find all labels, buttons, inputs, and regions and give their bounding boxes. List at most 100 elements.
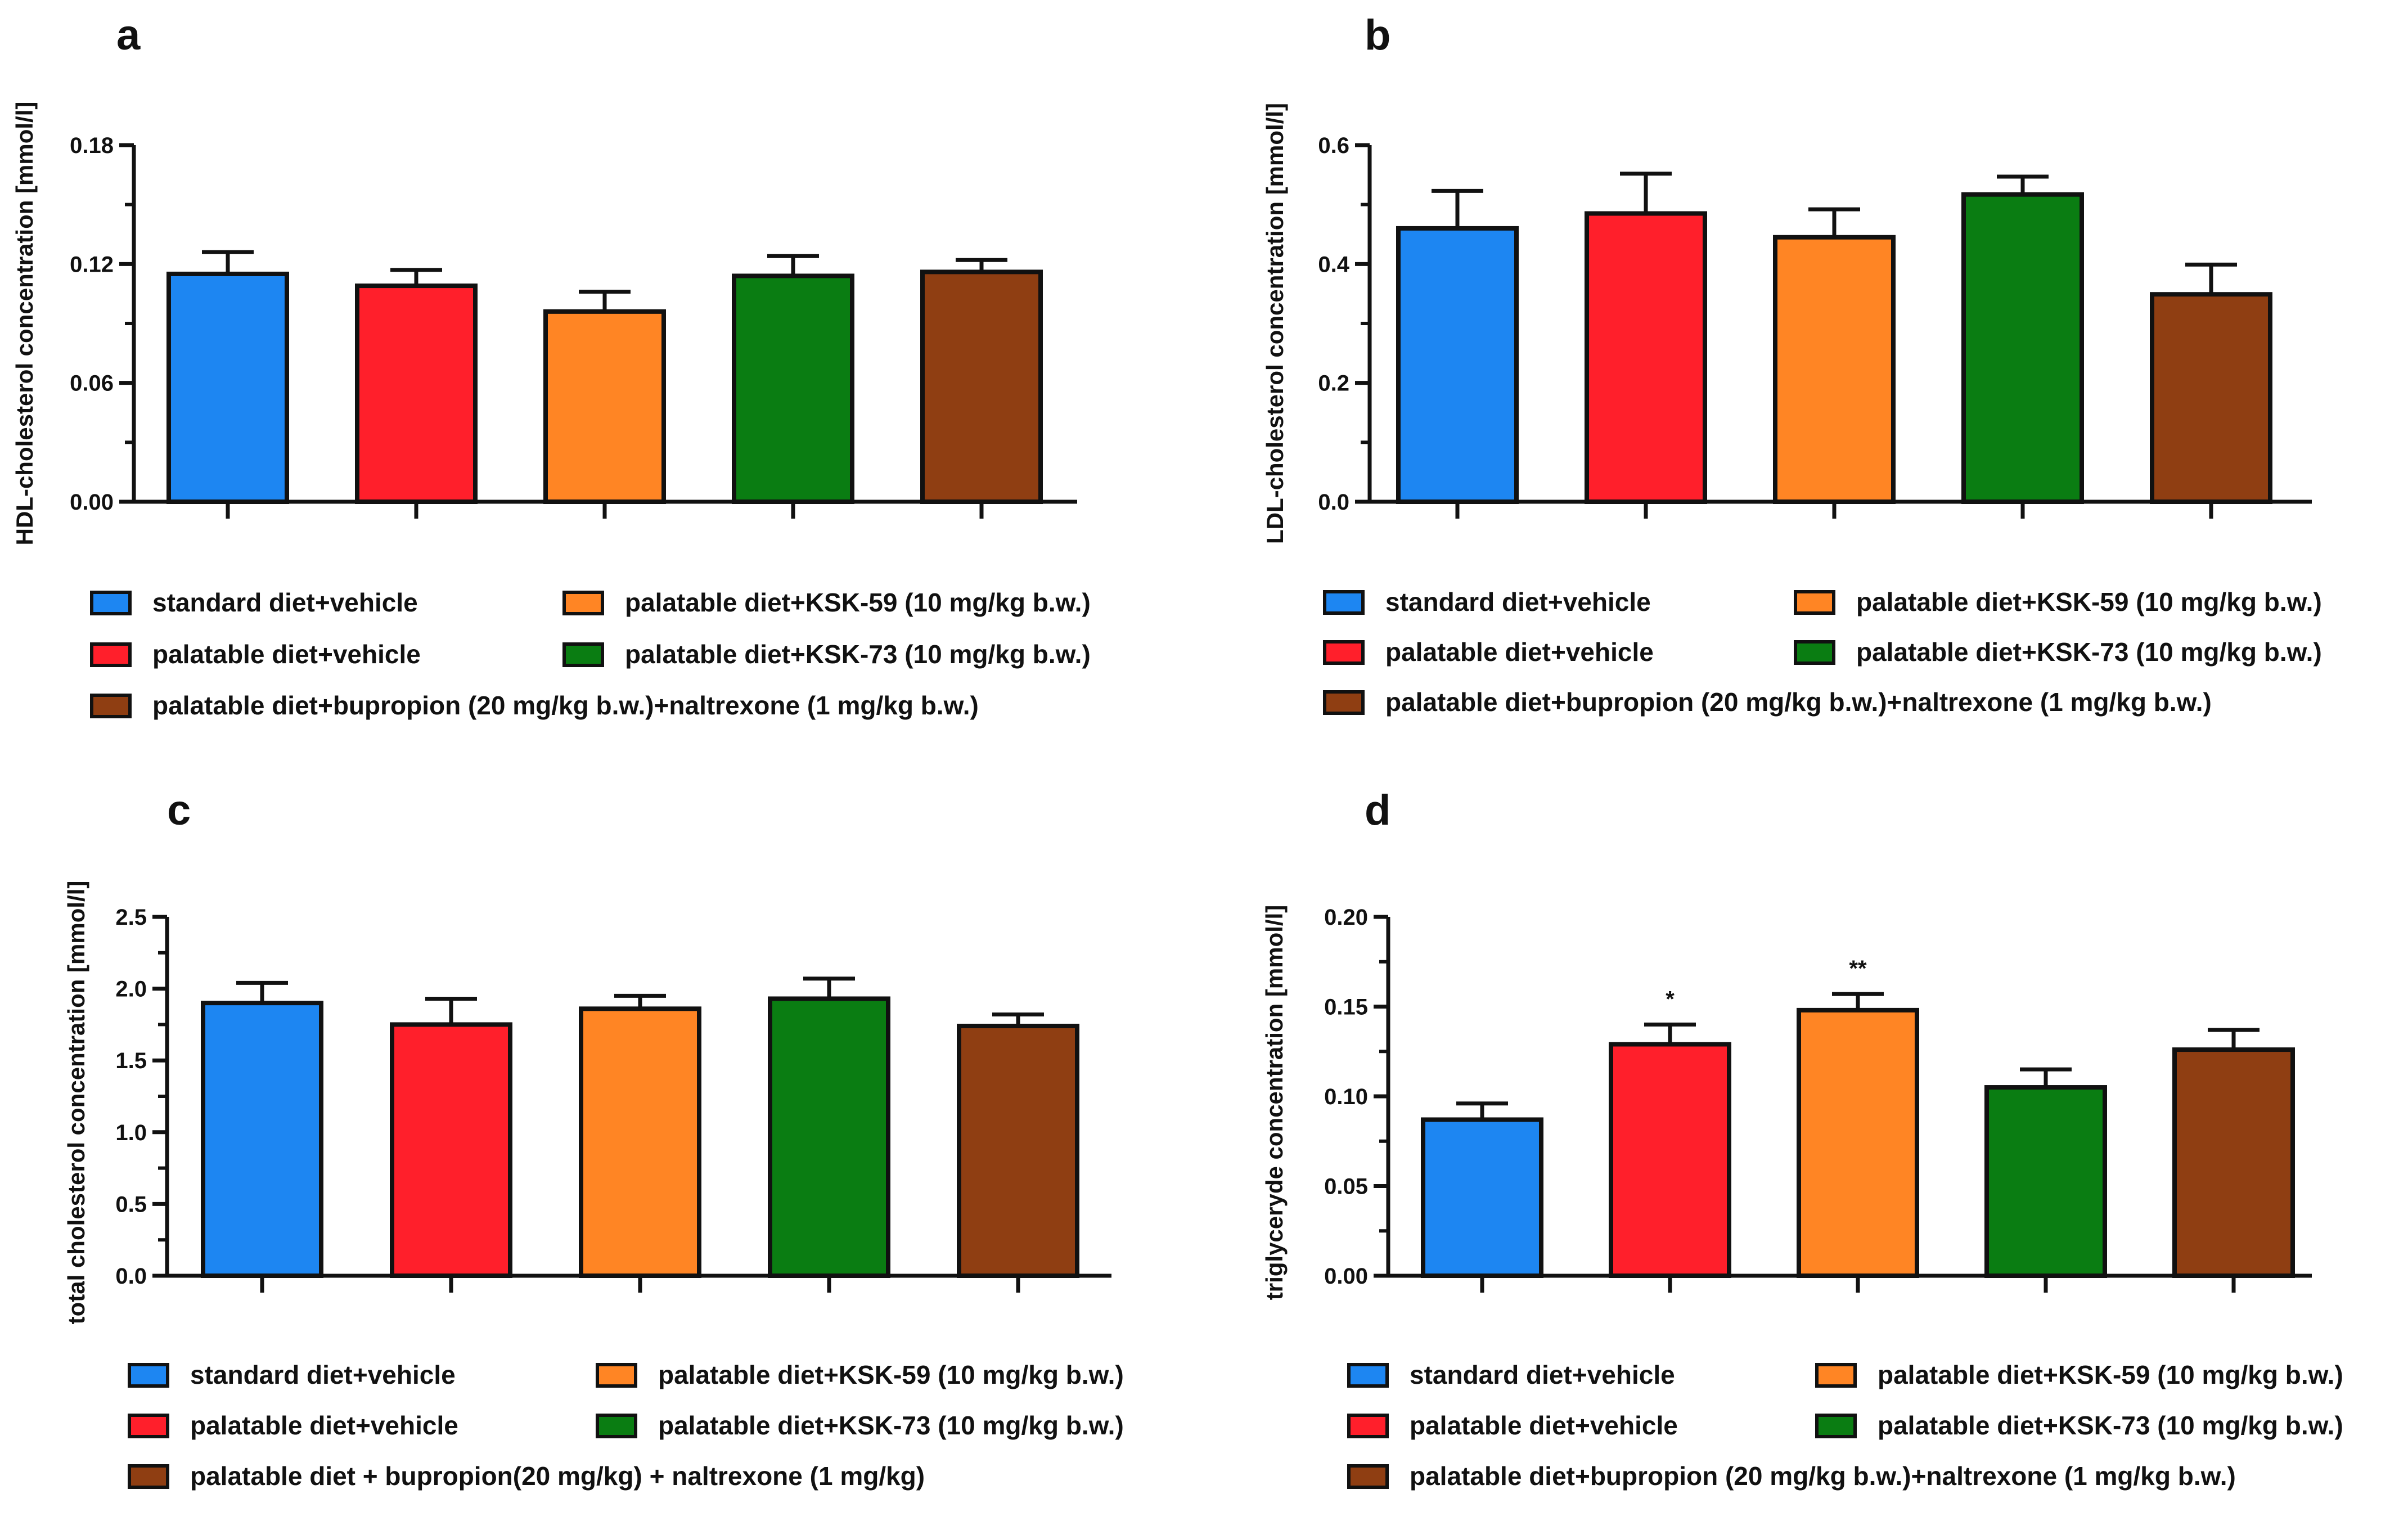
panel-d-ytick-label-0: 0.00: [1324, 1264, 1368, 1289]
panel-a-legend-item-1: standard diet+vehicle: [90, 588, 418, 617]
panel-d-bar-1: [1421, 1117, 1543, 1278]
panel-b-ytick-label-2: 0.4: [1318, 252, 1349, 277]
panel-c: c 0.0 0.5 1.0 1.5 2.0 2.5 total cholesterol co…: [63, 786, 1124, 1491]
panel-d-legend-swatch-1: [1347, 1363, 1389, 1388]
panel-d-bar-5: [2172, 1047, 2295, 1279]
panel-b-plot: 0.0 0.2 0.4 0.6 LDL-cholesterol concentratio…: [1262, 103, 2312, 544]
panel-d-bar-3: [1797, 1007, 1919, 1278]
panel-c-bar-4: [768, 996, 890, 1278]
panel-b-legend-label-1: standard diet+vehicle: [1385, 587, 1651, 616]
panel-a-ytick-label-1: 0.06: [70, 371, 114, 396]
panel-b-legend-swatch-2: [1323, 640, 1365, 665]
panel-d-significance-2: *: [1666, 987, 1675, 1011]
panel-c-legend-label-5: palatable diet + bupropion(20 mg/kg) + n…: [190, 1461, 925, 1491]
panel-c-ytick-label-5: 2.5: [115, 905, 147, 930]
panel-b-legend: standard diet+vehicle palatable diet+vehi…: [1323, 587, 2322, 717]
panel-c-legend-item-3: palatable diet+KSK-59 (10 mg/kg b.w.): [596, 1360, 1124, 1389]
panel-c-legend-label-3: palatable diet+KSK-59 (10 mg/kg b.w.): [658, 1360, 1124, 1389]
panel-d-letter: d: [1365, 786, 1390, 834]
panel-d-ytick-label-1: 0.05: [1324, 1174, 1368, 1199]
panel-c-legend-swatch-2: [128, 1414, 169, 1438]
panel-d-ytick-label-3: 0.15: [1324, 995, 1368, 1020]
panel-a-legend-swatch-5: [90, 694, 132, 718]
panel-c-y-axis-title: total cholesterol concentration [mmol/l]: [63, 881, 89, 1325]
panel-b-bar-5: [2150, 292, 2272, 504]
panel-b-bar-4: [1961, 192, 2084, 505]
panel-c-legend: standard diet+vehicle palatable diet+vehi…: [128, 1360, 1124, 1491]
panel-b-legend-item-5: palatable diet+bupropion (20 mg/kg b.w.)…: [1323, 687, 2212, 717]
panel-d-significance-3: **: [1849, 956, 1867, 981]
panel-c-legend-item-1: standard diet+vehicle: [128, 1360, 456, 1389]
panel-a-legend-label-1: standard diet+vehicle: [152, 588, 418, 617]
panel-b-ytick-label-1: 0.2: [1318, 371, 1349, 396]
panel-d-legend-label-1: standard diet+vehicle: [1410, 1360, 1675, 1389]
panel-c-bar-1: [201, 1001, 323, 1278]
panel-d-legend-label-3: palatable diet+KSK-59 (10 mg/kg b.w.): [1878, 1360, 2343, 1389]
panel-d-legend-label-5: palatable diet+bupropion (20 mg/kg b.w.)…: [1410, 1461, 2236, 1491]
panel-a-legend-item-5: palatable diet+bupropion (20 mg/kg b.w.)…: [90, 691, 979, 720]
panel-b-letter: b: [1365, 11, 1390, 59]
panel-a-legend-swatch-1: [90, 591, 132, 615]
panel-b: b 0.0 0.2 0.4 0.6 LDL-cholesterol concentrat…: [1262, 11, 2322, 717]
panel-b-legend-label-3: palatable diet+KSK-59 (10 mg/kg b.w.): [1856, 587, 2322, 616]
panel-d-legend-swatch-2: [1347, 1414, 1389, 1438]
panel-d-bar-4: [1984, 1085, 2107, 1279]
panel-b-legend-swatch-5: [1323, 690, 1365, 715]
panel-a: a 0.00 0.06 0.12 0.18 HDL-cholesterol concen…: [11, 11, 1091, 720]
panel-a-ytick-label-2: 0.12: [70, 252, 114, 277]
panel-d-legend-swatch-3: [1815, 1363, 1857, 1388]
panel-a-y-axis-title: HDL-cholesterol concentration [mmol/l]: [11, 102, 38, 546]
panel-b-legend-item-3: palatable diet+KSK-59 (10 mg/kg b.w.): [1794, 587, 2322, 616]
panel-a-legend-item-2: palatable diet+vehicle: [90, 640, 421, 669]
panel-d-y-axis-title: triglyceryde concentration [mmol/l]: [1261, 905, 1288, 1300]
panel-c-legend-item-5: palatable diet + bupropion(20 mg/kg) + n…: [128, 1461, 925, 1491]
panel-b-bar-2: [1585, 211, 1707, 504]
panel-d-bar-2: [1609, 1042, 1731, 1278]
panel-b-ytick-label-0: 0.0: [1318, 490, 1349, 515]
panel-c-legend-swatch-4: [596, 1414, 637, 1438]
panel-b-legend-item-1: standard diet+vehicle: [1323, 587, 1651, 616]
panel-a-legend-swatch-4: [562, 642, 604, 667]
panel-a-letter: a: [116, 11, 141, 59]
panel-b-bar-1: [1396, 226, 1519, 504]
panel-b-y-axis-title: LDL-cholesterol concentration [mmol/l]: [1262, 103, 1288, 544]
panel-c-ytick-label-3: 1.5: [115, 1048, 147, 1073]
panel-a-ytick-label-3: 0.18: [70, 133, 114, 158]
panel-d-legend-item-1: standard diet+vehicle: [1347, 1360, 1675, 1389]
panel-c-legend-swatch-5: [128, 1464, 169, 1489]
panel-c-ytick-label-1: 0.5: [115, 1192, 147, 1217]
panel-c-ytick-label-0: 0.0: [115, 1264, 147, 1289]
panel-d-ytick-label-4: 0.20: [1324, 905, 1368, 930]
panel-a-bar-1: [166, 271, 289, 504]
panel-b-legend-label-5: palatable diet+bupropion (20 mg/kg b.w.)…: [1385, 687, 2212, 717]
panel-c-legend-swatch-3: [596, 1363, 637, 1388]
panel-b-legend-swatch-3: [1794, 590, 1835, 615]
panel-d-ytick-label-2: 0.10: [1324, 1084, 1368, 1109]
panel-d-legend-item-4: palatable diet+KSK-73 (10 mg/kg b.w.): [1815, 1411, 2343, 1440]
panel-c-bar-5: [957, 1023, 1079, 1279]
panel-a-bar-5: [920, 269, 1043, 504]
panel-b-legend-item-2: palatable diet+vehicle: [1323, 637, 1654, 667]
panel-a-legend-swatch-3: [562, 591, 604, 615]
panel-d-legend-label-2: palatable diet+vehicle: [1410, 1411, 1678, 1440]
panel-a-legend-swatch-2: [90, 642, 132, 667]
panel-b-bar-3: [1773, 235, 1896, 504]
panel-b-legend-swatch-1: [1323, 590, 1365, 615]
panel-d-legend: standard diet+vehicle palatable diet+vehi…: [1347, 1360, 2343, 1491]
panel-c-letter: c: [167, 786, 191, 834]
panel-c-legend-label-2: palatable diet+vehicle: [190, 1411, 458, 1440]
panel-a-plot: 0.00 0.06 0.12 0.18 HDL-cholesterol concentr…: [11, 102, 1077, 546]
panel-c-ytick-label-4: 2.0: [115, 977, 147, 1002]
panel-a-legend-item-4: palatable diet+KSK-73 (10 mg/kg b.w.): [562, 640, 1091, 669]
panel-b-legend-swatch-4: [1794, 640, 1835, 665]
panel-c-bar-3: [579, 1006, 701, 1278]
panel-c-legend-label-1: standard diet+vehicle: [190, 1360, 456, 1389]
panel-a-legend-label-5: palatable diet+bupropion (20 mg/kg b.w.)…: [152, 691, 979, 720]
panel-c-ytick-label-2: 1.0: [115, 1120, 147, 1145]
panel-a-bar-2: [355, 284, 478, 504]
panel-b-legend-item-4: palatable diet+KSK-73 (10 mg/kg b.w.): [1794, 637, 2322, 667]
panel-a-legend-label-4: palatable diet+KSK-73 (10 mg/kg b.w.): [625, 640, 1091, 669]
panel-a-legend-label-3: palatable diet+KSK-59 (10 mg/kg b.w.): [625, 588, 1091, 617]
